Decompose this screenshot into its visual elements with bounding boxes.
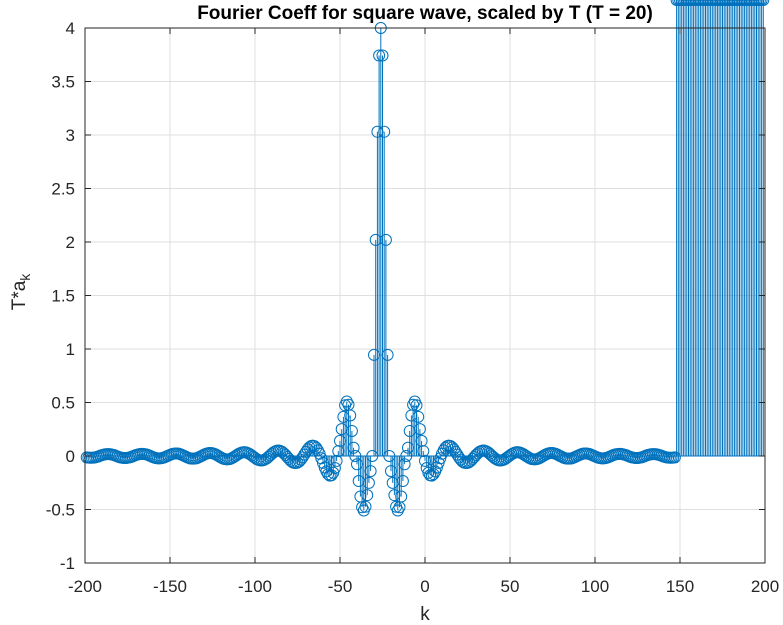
stem-marker <box>379 233 392 246</box>
stem-marker <box>361 489 374 502</box>
stem-marker <box>378 125 391 138</box>
stem-marker <box>668 451 681 464</box>
y-tick-label: 0 <box>66 447 75 466</box>
stem-marker <box>325 469 338 482</box>
x-tick-label: -200 <box>68 577 102 596</box>
stem-marker <box>364 465 377 478</box>
y-axis-label-base: T*a <box>9 280 30 310</box>
y-tick-label: 3.5 <box>51 73 75 92</box>
stem-marker <box>757 0 770 6</box>
stem-marker <box>347 441 360 454</box>
y-tick-label: 0.5 <box>51 394 75 413</box>
stem-marker <box>391 504 404 517</box>
x-tick-label: -100 <box>238 577 272 596</box>
stem-marker <box>340 395 353 408</box>
x-tick-label: 200 <box>751 577 779 596</box>
stem-marker <box>359 500 372 513</box>
stem-marker <box>344 409 357 422</box>
x-tick-label: -50 <box>328 577 353 596</box>
y-tick-label: 1 <box>66 340 75 359</box>
stem-marker <box>362 476 375 489</box>
stem-marker <box>376 49 389 62</box>
stem-marker <box>412 410 425 423</box>
stem-marker <box>328 461 341 474</box>
x-tick-label: 150 <box>666 577 694 596</box>
y-tick-label: 2 <box>66 233 75 252</box>
stem-marker <box>417 445 430 458</box>
stem-marker <box>396 475 409 488</box>
stem-marker <box>413 423 426 436</box>
stem-marker <box>345 424 358 437</box>
y-tick-label: 2.5 <box>51 180 75 199</box>
chart-title: Fourier Coeff for square wave, scaled by… <box>197 3 653 24</box>
y-tick-label: 1.5 <box>51 287 75 306</box>
stem-marker <box>410 399 423 412</box>
stem-marker <box>398 458 411 471</box>
stem-marker <box>310 441 323 454</box>
x-tick-label: 100 <box>581 577 609 596</box>
stem-marker <box>381 348 394 361</box>
tick-marks <box>84 27 766 564</box>
stem-marker <box>327 466 340 479</box>
stem-marker <box>373 49 386 62</box>
y-tick-labels: -1 -0.5 0 0.5 1 1.5 2 2.5 3 3.5 4 <box>46 19 75 573</box>
y-tick-label: 4 <box>66 19 75 38</box>
stem-marker <box>395 490 408 503</box>
x-axis-label: k <box>420 604 430 625</box>
y-axis-label-subscript: k <box>17 273 33 281</box>
stem-marker <box>407 398 420 411</box>
stem-series <box>80 0 770 517</box>
stem-marker <box>427 468 440 481</box>
stem-marker <box>356 501 369 514</box>
y-axis-label: T*ak <box>9 273 33 311</box>
y-tick-label: -0.5 <box>46 501 75 520</box>
stem-marker <box>415 434 428 447</box>
y-tick-label: -1 <box>60 554 75 573</box>
x-tick-label: 0 <box>420 577 429 596</box>
x-tick-label: -150 <box>153 577 187 596</box>
x-tick-labels: -200 -150 -100 -50 0 50 100 150 200 <box>68 577 779 596</box>
stem-marker <box>330 454 343 467</box>
y-tick-label: 3 <box>66 126 75 145</box>
x-tick-label: 50 <box>501 577 520 596</box>
